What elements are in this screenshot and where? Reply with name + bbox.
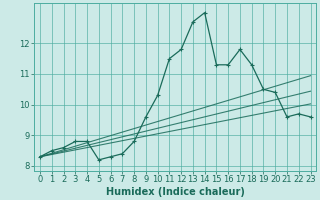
X-axis label: Humidex (Indice chaleur): Humidex (Indice chaleur) bbox=[106, 187, 245, 197]
